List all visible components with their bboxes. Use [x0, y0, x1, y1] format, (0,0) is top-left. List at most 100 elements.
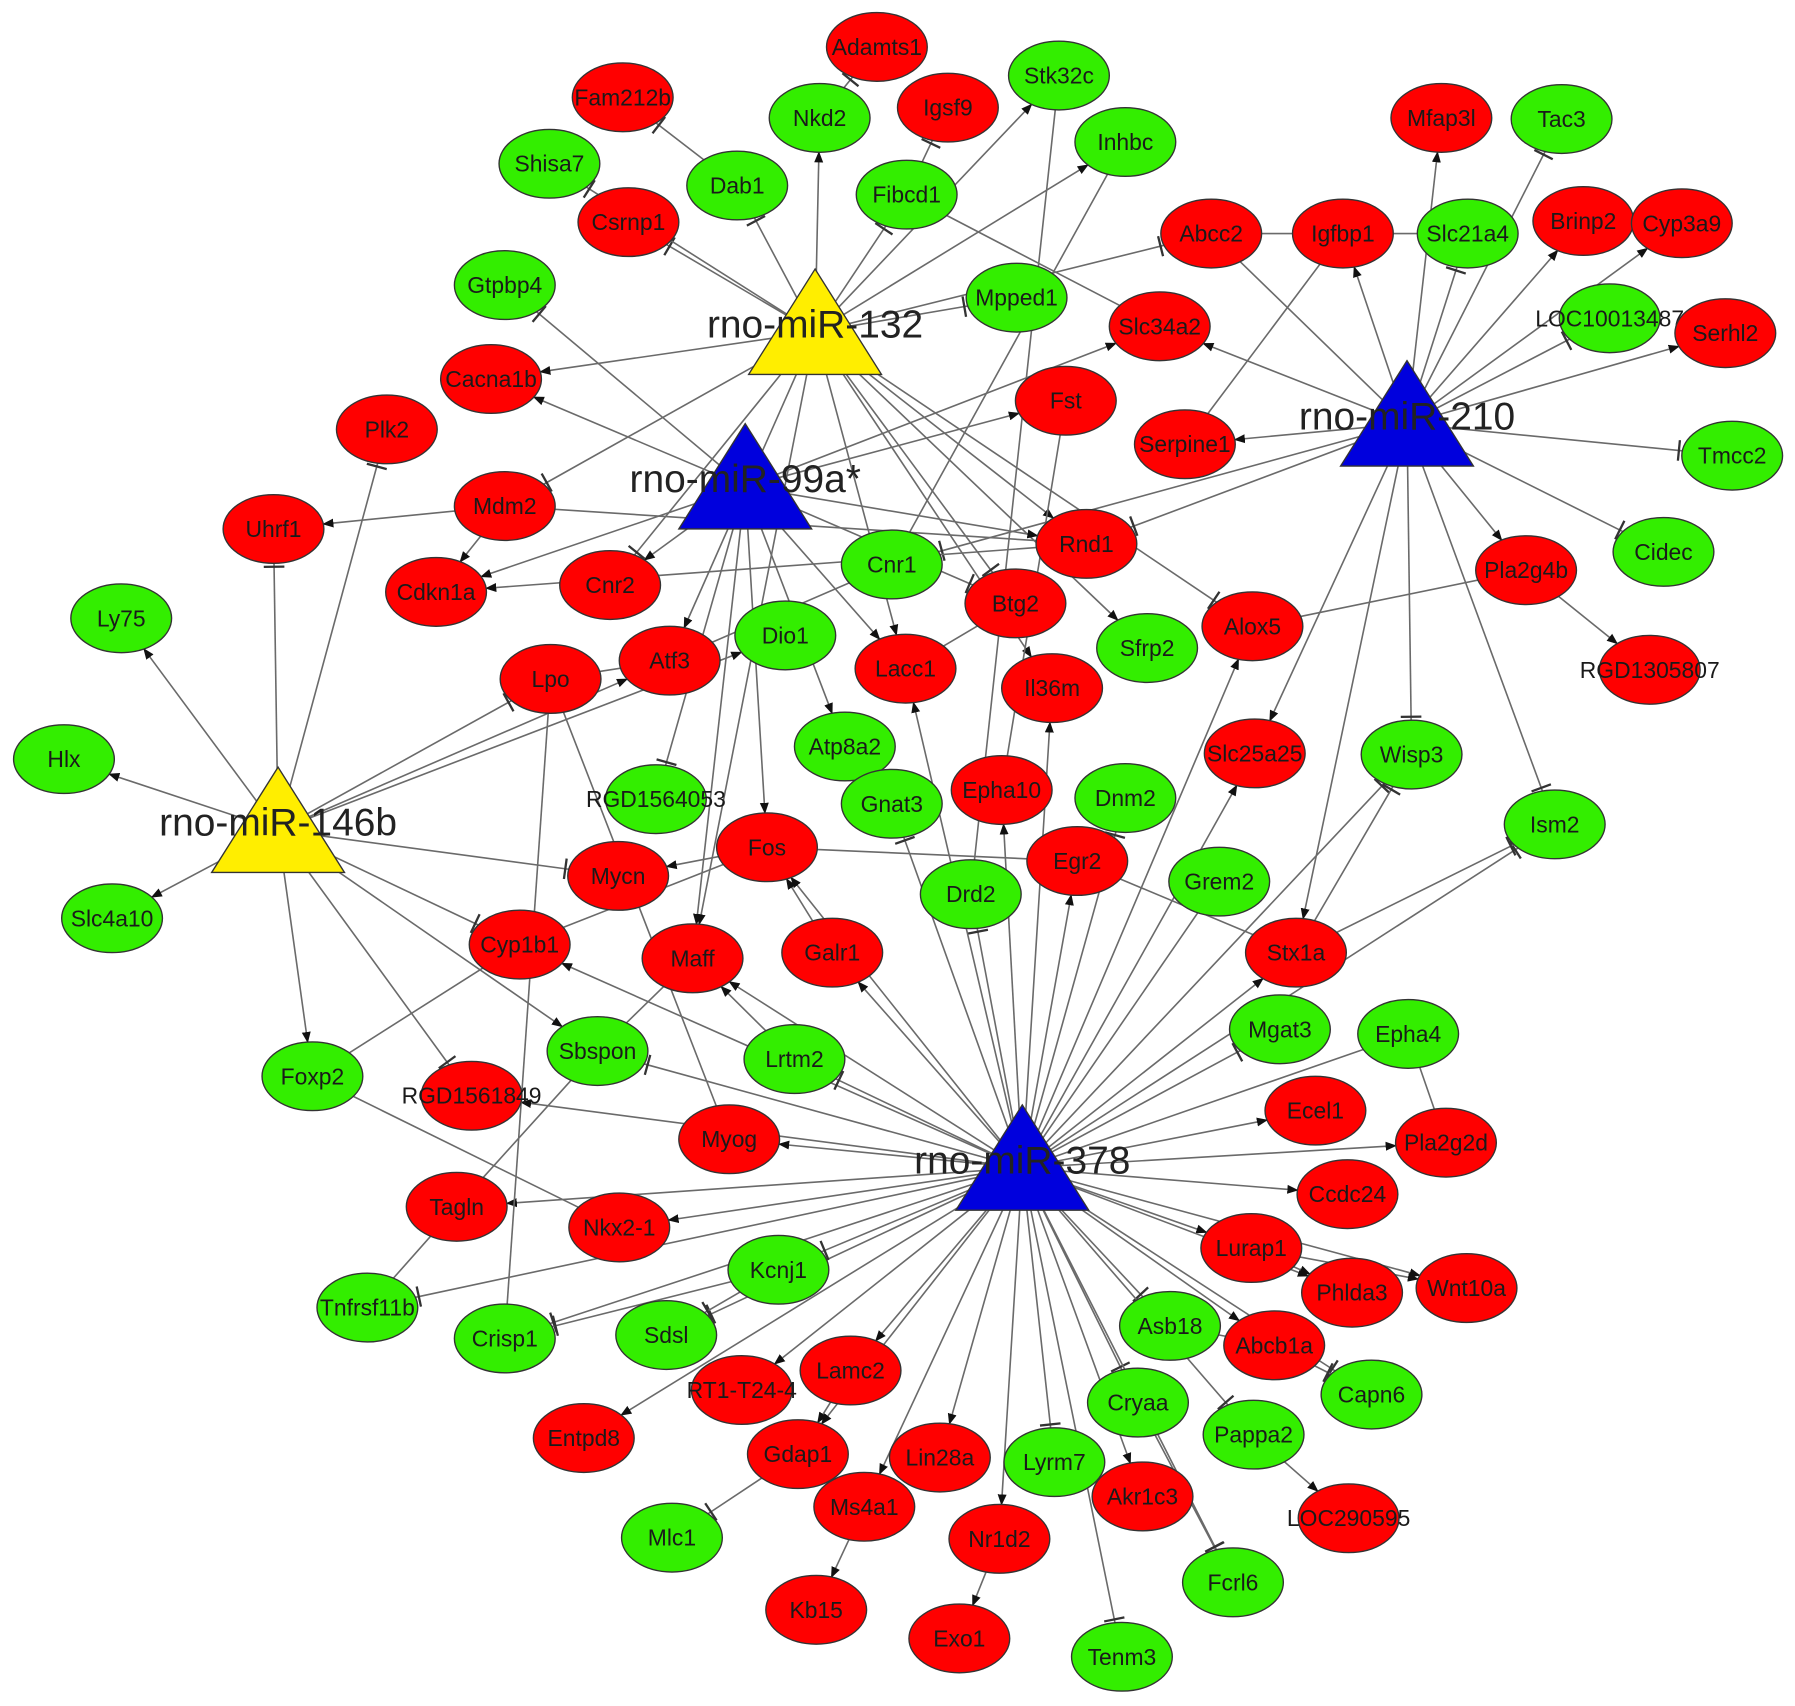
gene-node-mfap3l[interactable]: Mfap3l	[1390, 82, 1493, 153]
gene-node-btg2[interactable]: Btg2	[964, 568, 1067, 639]
gene-node-exo1[interactable]: Exo1	[908, 1603, 1011, 1674]
gene-node-alox5[interactable]: Alox5	[1201, 591, 1304, 662]
gene-node-epha10[interactable]: Epha10	[950, 754, 1053, 826]
gene-node-cryaa[interactable]: Cryaa	[1086, 1367, 1190, 1438]
gene-node-stx1a[interactable]: Stx1a	[1244, 917, 1348, 988]
gene-node-tnfrsf11b[interactable]: Tnfrsf11b	[316, 1272, 419, 1343]
mirna-node-rno-mir-132[interactable]: rno-miR-132	[707, 267, 923, 376]
gene-node-lacc1[interactable]: Lacc1	[854, 633, 957, 704]
gene-node-plk2[interactable]: Plk2	[335, 394, 438, 465]
gene-node-cdkn1a[interactable]: Cdkn1a	[385, 556, 488, 627]
gene-node-sbspon[interactable]: Sbspon	[546, 1016, 649, 1087]
gene-node-lrtm2[interactable]: Lrtm2	[743, 1024, 846, 1095]
gene-node-maff[interactable]: Maff	[641, 923, 744, 994]
gene-node-fos[interactable]: Fos	[715, 812, 819, 883]
gene-node-cidec[interactable]: Cidec	[1612, 516, 1715, 587]
mirna-node-rno-mir-146b[interactable]: rno-miR-146b	[159, 765, 397, 874]
gene-node-cnr1[interactable]: Cnr1	[840, 529, 943, 600]
gene-node-lurap1[interactable]: Lurap1	[1200, 1212, 1303, 1284]
gene-node-slc25a25[interactable]: Slc25a25	[1203, 718, 1306, 789]
mirna-node-rno-mir-210[interactable]: rno-miR-210	[1299, 359, 1515, 467]
gene-node-pla2g4b[interactable]: Pla2g4b	[1475, 535, 1578, 606]
gene-node-cyp3a9[interactable]: Cyp3a9	[1630, 188, 1733, 259]
gene-node-nr1d2[interactable]: Nr1d2	[948, 1503, 1051, 1574]
gene-node-dab1[interactable]: Dab1	[686, 150, 789, 221]
gene-node-foxp2[interactable]: Foxp2	[261, 1041, 364, 1112]
gene-node-rgd1305807[interactable]: RGD1305807	[1580, 634, 1720, 705]
gene-node-akr1c3[interactable]: Akr1c3	[1091, 1461, 1194, 1532]
gene-node-loc10013487[interactable]: LOC10013487	[1535, 283, 1684, 354]
gene-node-lyrm7[interactable]: Lyrm7	[1003, 1427, 1106, 1498]
gene-node-csrnp1[interactable]: Csrnp1	[577, 187, 680, 258]
gene-node-rgd1564053[interactable]: RGD1564053	[586, 764, 726, 835]
gene-node-capn6[interactable]: Capn6	[1320, 1359, 1423, 1430]
gene-node-pla2g2d[interactable]: Pla2g2d	[1394, 1107, 1498, 1178]
gene-node-loc290595[interactable]: LOC290595	[1287, 1483, 1410, 1554]
mirna-node-rno-mir-99a[interactable]: rno-miR-99a*	[630, 422, 861, 530]
gene-node-drd2[interactable]: Drd2	[919, 859, 1022, 930]
gene-node-inhbc[interactable]: Inhbc	[1074, 106, 1177, 178]
gene-node-wisp3[interactable]: Wisp3	[1360, 719, 1463, 790]
gene-node-lpo[interactable]: Lpo	[499, 643, 602, 715]
gene-node-ms4a1[interactable]: Ms4a1	[813, 1471, 916, 1542]
gene-node-gnat3[interactable]: Gnat3	[840, 768, 943, 839]
gene-node-myog[interactable]: Myog	[678, 1104, 781, 1175]
gene-node-cyp1b1[interactable]: Cyp1b1	[468, 909, 571, 980]
gene-node-ccdc24[interactable]: Ccdc24	[1296, 1159, 1399, 1230]
gene-node-fcrl6[interactable]: Fcrl6	[1181, 1547, 1285, 1618]
gene-node-lin28a[interactable]: Lin28a	[888, 1422, 991, 1493]
gene-node-mdm2[interactable]: Mdm2	[453, 471, 556, 542]
gene-node-atf3[interactable]: Atf3	[618, 625, 721, 696]
gene-node-pappa2[interactable]: Pappa2	[1202, 1399, 1305, 1470]
gene-node-entpd8[interactable]: Entpd8	[532, 1403, 635, 1474]
gene-node-dio1[interactable]: Dio1	[734, 600, 837, 671]
gene-node-gtpbp4[interactable]: Gtpbp4	[453, 250, 556, 321]
gene-node-uhrf1[interactable]: Uhrf1	[222, 493, 325, 565]
gene-node-serhl2[interactable]: Serhl2	[1674, 298, 1777, 369]
gene-node-grem2[interactable]: Grem2	[1168, 846, 1271, 917]
gene-node-egr2[interactable]: Egr2	[1026, 825, 1129, 897]
gene-node-tagln[interactable]: Tagln	[405, 1171, 508, 1242]
gene-node-cacna1b[interactable]: Cacna1b	[439, 343, 543, 415]
gene-node-brinp2[interactable]: Brinp2	[1532, 185, 1635, 257]
gene-node-asb18[interactable]: Asb18	[1118, 1290, 1222, 1361]
gene-node-ly75[interactable]: Ly75	[70, 583, 173, 654]
gene-node-tenm3[interactable]: Tenm3	[1070, 1621, 1173, 1692]
gene-node-mpped1[interactable]: Mpped1	[965, 262, 1068, 333]
gene-node-rnd1[interactable]: Rnd1	[1035, 508, 1138, 579]
gene-node-il36m[interactable]: Il36m	[1001, 653, 1104, 724]
gene-node-wnt10a[interactable]: Wnt10a	[1415, 1253, 1518, 1324]
gene-node-shisa7[interactable]: Shisa7	[498, 128, 601, 199]
gene-node-gdap1[interactable]: Gdap1	[746, 1419, 849, 1490]
gene-node-stk32c[interactable]: Stk32c	[1007, 40, 1111, 111]
gene-node-sdsl[interactable]: Sdsl	[615, 1299, 718, 1371]
gene-node-adamts1[interactable]: Adamts1	[825, 11, 928, 82]
gene-node-galr1[interactable]: Galr1	[781, 917, 884, 988]
gene-node-slc4a10[interactable]: Slc4a10	[60, 883, 164, 954]
gene-node-abcb1a[interactable]: Abcb1a	[1223, 1310, 1326, 1381]
gene-node-dnm2[interactable]: Dnm2	[1074, 763, 1177, 834]
gene-node-kcnj1[interactable]: Kcnj1	[727, 1234, 830, 1305]
gene-node-hlx[interactable]: Hlx	[12, 724, 116, 795]
gene-node-ecel1[interactable]: Ecel1	[1264, 1075, 1367, 1146]
gene-node-rgd1561849[interactable]: RGD1561849	[402, 1060, 542, 1131]
gene-node-mgat3[interactable]: Mgat3	[1228, 994, 1331, 1065]
gene-node-kb15[interactable]: Kb15	[765, 1574, 868, 1645]
gene-node-epha4[interactable]: Epha4	[1357, 998, 1460, 1069]
gene-node-nkd2[interactable]: Nkd2	[768, 82, 871, 153]
gene-node-tac3[interactable]: Tac3	[1510, 84, 1613, 155]
gene-node-cnr2[interactable]: Cnr2	[559, 550, 662, 621]
gene-node-abcc2[interactable]: Abcc2	[1160, 198, 1263, 269]
gene-node-mycn[interactable]: Mycn	[567, 840, 670, 911]
gene-node-fam212b[interactable]: Fam212b	[571, 62, 674, 133]
gene-node-fibcd1[interactable]: Fibcd1	[855, 159, 958, 230]
gene-node-crisp1[interactable]: Crisp1	[453, 1303, 556, 1374]
gene-node-atp8a2[interactable]: Atp8a2	[793, 711, 896, 782]
gene-node-igfbp1[interactable]: Igfbp1	[1291, 198, 1394, 269]
gene-node-slc34a2[interactable]: Slc34a2	[1108, 291, 1211, 362]
gene-node-serpine1[interactable]: Serpine1	[1133, 409, 1236, 480]
gene-node-slc21a4[interactable]: Slc21a4	[1416, 198, 1519, 269]
mirna-node-rno-mir-378[interactable]: rno-miR-378	[914, 1103, 1130, 1211]
gene-node-ism2[interactable]: Ism2	[1503, 789, 1606, 860]
gene-node-igsf9[interactable]: Igsf9	[896, 72, 999, 143]
